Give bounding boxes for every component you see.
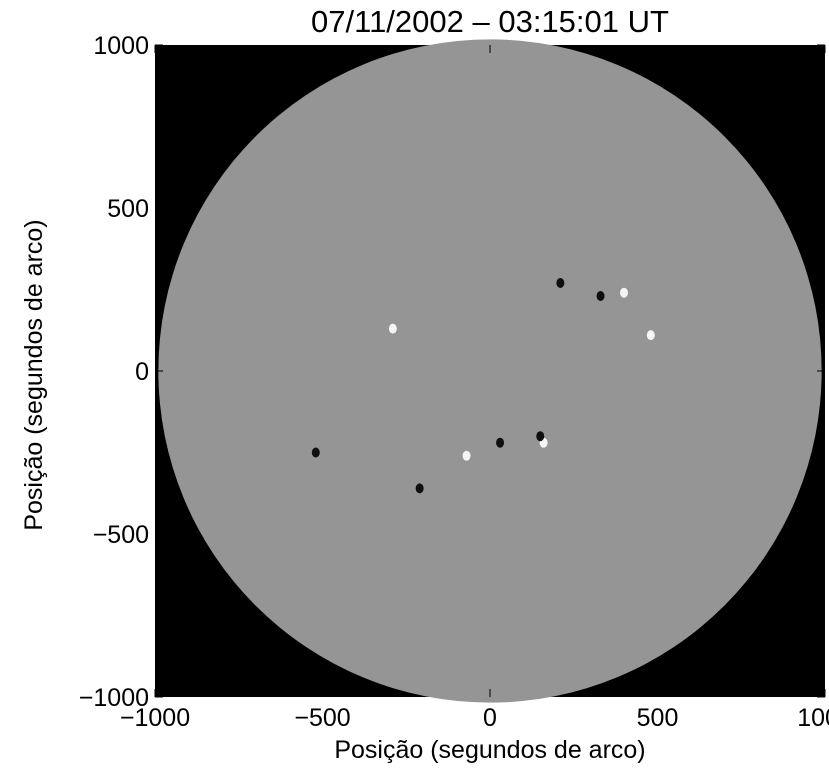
positive-polarity-spot [462, 450, 471, 461]
x-tick-label: 1000 [797, 704, 829, 732]
magnetic-features [311, 277, 655, 494]
y-tick-label: 0 [135, 358, 149, 386]
axis-ticks [154, 44, 826, 698]
y-tick-label: −1000 [79, 684, 149, 712]
x-tick-label: 500 [637, 704, 679, 732]
y-tick-label: −500 [93, 521, 149, 549]
solar-disk [158, 39, 822, 703]
negative-polarity-spot [496, 437, 505, 448]
negative-polarity-spot [596, 291, 605, 302]
negative-polarity-spot [311, 447, 320, 458]
x-tick-label: −500 [294, 704, 350, 732]
positive-polarity-spot [388, 323, 397, 334]
y-tick-label: 500 [107, 195, 149, 223]
negative-polarity-spot [536, 431, 545, 442]
positive-polarity-spot [646, 330, 655, 341]
positive-polarity-spot [620, 287, 628, 298]
negative-polarity-spot [556, 277, 565, 288]
x-tick-label: 0 [483, 704, 497, 732]
y-axis-label: Posição (segundos de arco) [20, 219, 48, 531]
plot-title: 07/11/2002 – 03:15:01 UT [311, 4, 669, 39]
negative-polarity-spot [415, 483, 424, 494]
x-tick-label: −1000 [120, 704, 190, 732]
y-tick-label: 1000 [93, 32, 149, 60]
x-axis-label: Posição (segundos de arco) [334, 736, 646, 764]
tick-labels: −1000 −500 0 500 1000 −1000 −500 0 500 1000 [79, 32, 829, 732]
